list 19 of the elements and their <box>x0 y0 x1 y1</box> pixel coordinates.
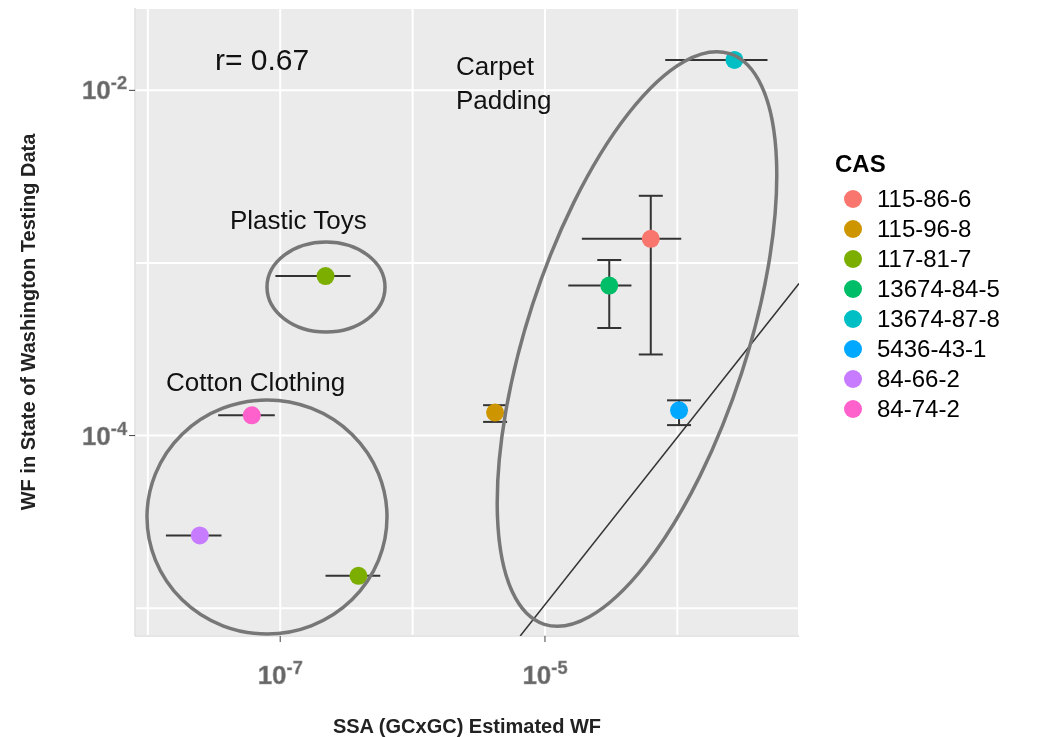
y-tick-label: 10$^{-4}$ <box>81 418 128 451</box>
y-tick-label: 10$^{-2}$ <box>81 73 127 106</box>
legend-label: 84-74-2 <box>877 395 960 423</box>
legend-label: 117-81-7 <box>877 245 972 273</box>
legend-label: 13674-84-5 <box>877 275 1000 303</box>
x-tick-label: 10$^{-5}$ <box>522 658 568 690</box>
annotation: Plastic Toys <box>230 204 368 237</box>
x-tick-label: 10$^{-7}$ <box>257 658 303 690</box>
legend-label: 13674-87-8 <box>877 305 1000 333</box>
y-axis-title: WF in State of Washington Testing Data <box>17 132 40 511</box>
legend-title: CAS <box>835 150 887 178</box>
x-axis-title: SSA (GCxGC) Estimated WF <box>332 715 602 737</box>
legend-label: 5436-43-1 <box>877 335 987 363</box>
annotation: r= 0.67 <box>215 42 311 78</box>
annotation: Carpet Padding <box>456 50 553 117</box>
legend-label: 84-66-2 <box>877 365 960 393</box>
legend-label: 115-86-6 <box>877 185 972 213</box>
annotation: Cotton Clothing <box>166 366 347 399</box>
legend-label: 115-96-8 <box>877 215 972 243</box>
